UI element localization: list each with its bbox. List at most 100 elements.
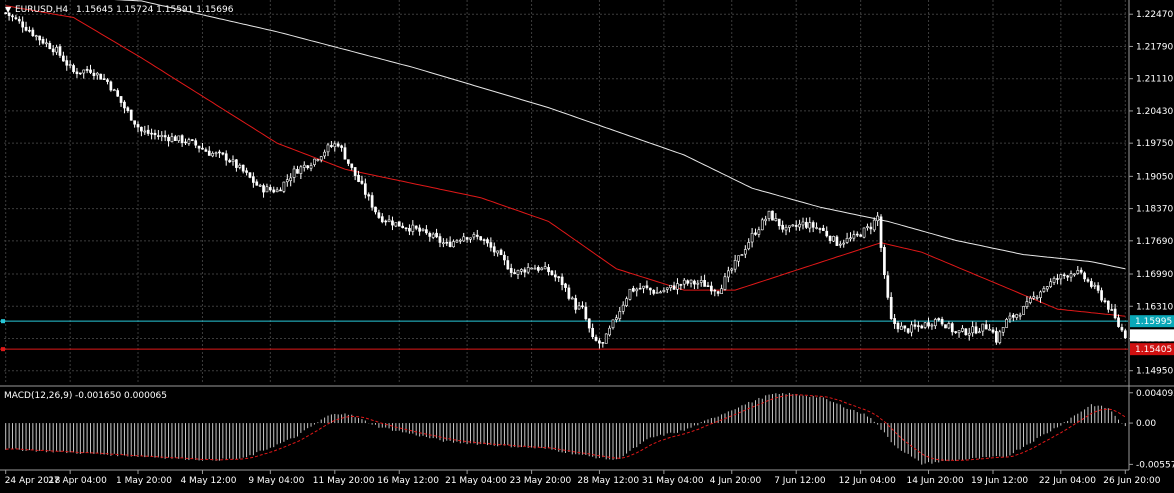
candle-body [815,227,818,229]
candle-body [866,226,869,228]
candle-body [1079,269,1083,273]
candle-body [971,326,974,334]
candle-body [262,185,265,193]
candle-body [564,283,567,288]
current-price-label: 1.15696 [1135,331,1172,341]
time-tick-label: 16 May 12:00 [377,476,439,486]
candle-body [927,322,930,327]
price-tick-label: 1.19750 [1136,139,1173,149]
horizontal-levels[interactable] [0,319,1128,352]
macd-signal-line [5,394,1126,461]
candle-body [984,324,988,330]
candle-body [160,135,164,138]
candle-body [62,55,65,62]
candle-body [835,236,839,246]
candle-body [920,325,924,329]
ma-fast-line [5,5,1126,317]
candle-body [11,15,14,18]
time-tick-label: 22 Jun 04:00 [1039,476,1096,486]
candle-body [238,164,242,168]
candle-body [418,227,421,232]
candle-body [750,232,754,243]
candle-body [95,72,99,76]
candle-body [140,126,143,132]
candle-body [1042,288,1046,292]
candle-body [944,324,947,329]
candle-body [455,240,459,243]
candle-body [499,249,503,256]
candle-body [1076,270,1080,274]
candle-body [1117,317,1120,327]
candle-body [1025,301,1029,307]
ohlc-text: 1.15645 1.15724 1.15591 1.15696 [76,5,234,15]
candle-body [774,218,778,222]
candle-body [869,226,873,230]
candle-body [1062,274,1066,277]
candle-body [1093,284,1097,287]
candle-body [560,276,564,286]
time-tick-label: 21 May 04:00 [445,476,507,486]
candle-body [771,210,774,221]
price-tick-label: 1.14950 [1136,367,1173,377]
candle-body [876,215,879,222]
candle-body [723,276,727,290]
candle-body [1035,296,1039,299]
candle-body [51,48,55,53]
ma-slow-path [114,0,1126,270]
red-level-handle [1,347,5,352]
candle-body [608,327,611,336]
candle-body [896,322,900,330]
candle-body [893,318,896,324]
candle-body [282,181,286,192]
candle-body [275,189,279,193]
candle-body [933,318,937,327]
candle-body [652,289,656,294]
candle-body [710,285,713,292]
candle-body [791,224,795,227]
candle-body [567,287,571,299]
candle-body [516,270,520,275]
candle-body [146,129,150,134]
candle-body [669,284,673,288]
candle-body [574,298,578,310]
candle-body [177,135,181,141]
candle-body [133,120,136,125]
candle-body [1049,281,1053,287]
candle-body [89,69,92,73]
candle-body [509,268,513,273]
candle-body [241,164,245,172]
candle-body [659,291,662,294]
candle-body [235,159,238,168]
candle-body [231,159,235,163]
candle-body [1096,285,1100,291]
candle-body [703,280,706,287]
candle-body [767,210,771,219]
candle-body [845,238,849,243]
candle-body [397,221,401,227]
candle-body [594,336,598,341]
candle-body [438,236,442,243]
candle-body [428,233,432,237]
candle-body [289,177,293,181]
symbol-menu-icon[interactable]: ▼ [5,5,12,14]
candle-body [207,150,211,156]
candle-body [106,79,109,82]
candle-body [974,326,978,334]
candle-body [425,229,428,234]
candle-body [903,325,907,329]
candle-body [129,109,133,121]
candle-body [401,225,404,229]
candle-body [1086,279,1090,282]
candle-body [913,324,917,327]
candle-body [1110,309,1114,311]
candle-body [947,323,951,329]
candle-body [828,235,832,241]
candle-body [570,297,574,300]
candle-body [716,291,720,294]
candle-body [218,151,221,154]
cyan-level-label-bg [1130,315,1174,328]
candle-body [153,132,157,136]
